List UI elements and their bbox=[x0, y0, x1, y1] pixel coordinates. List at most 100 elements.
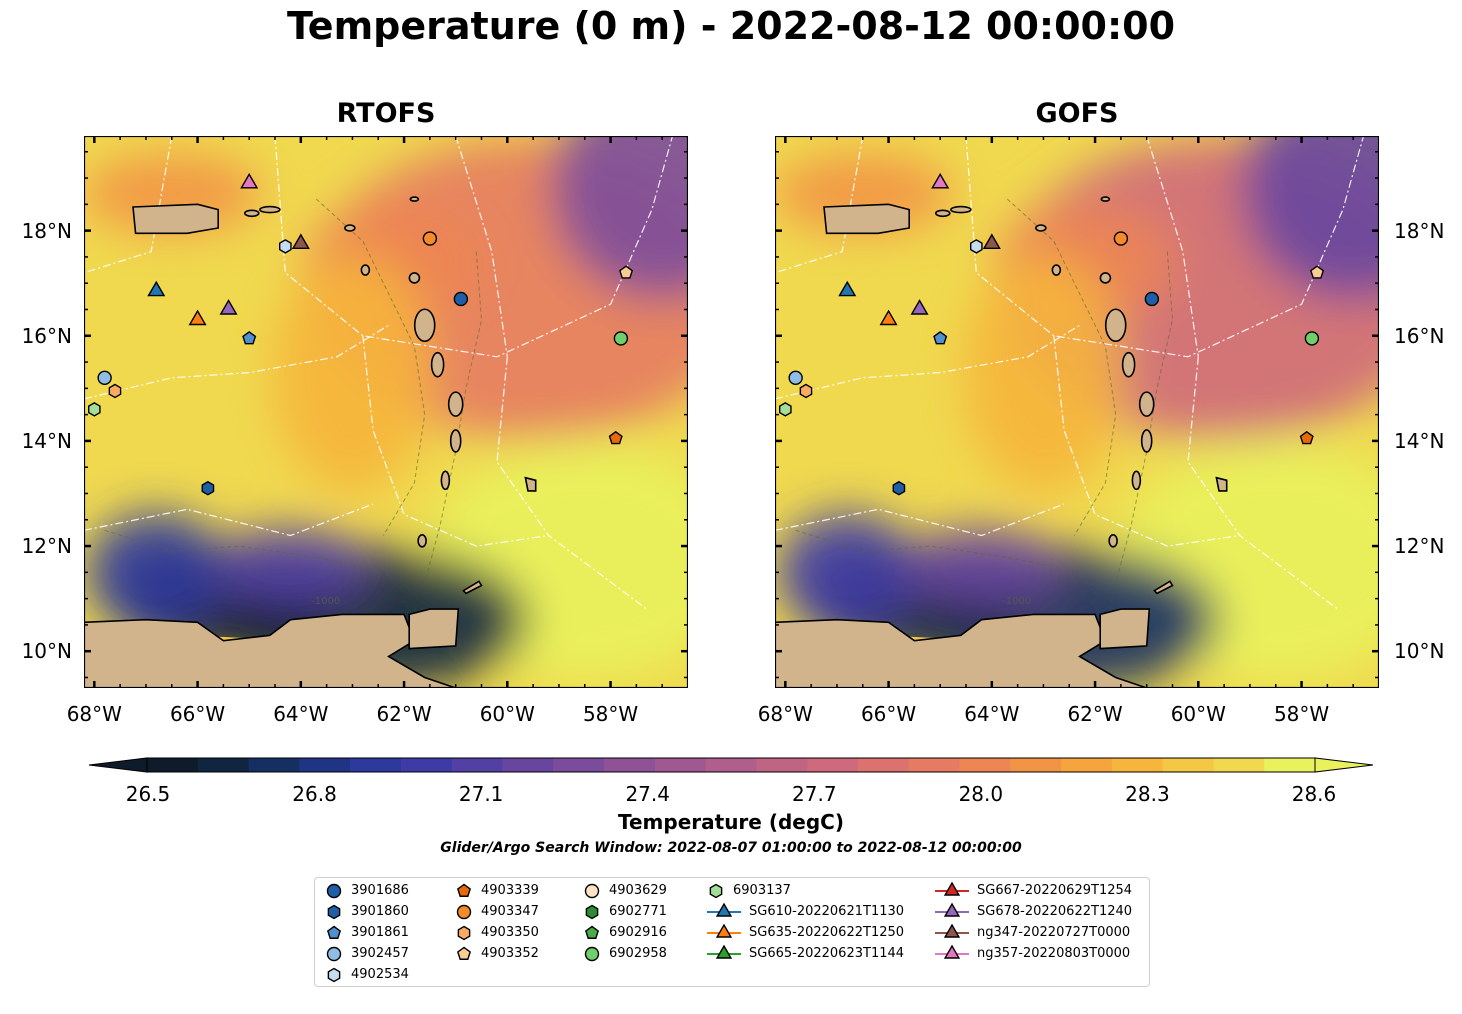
chart-title: Temperature (0 m) - 2022-08-12 00:00:00 bbox=[286, 4, 1176, 48]
colorbar bbox=[88, 757, 1374, 773]
colorbar-segment bbox=[197, 758, 250, 772]
legend-item: 4903347 bbox=[455, 901, 539, 921]
legend-item: 3902457 bbox=[325, 943, 409, 963]
x-tick-label: 66°W bbox=[860, 702, 917, 726]
y-tick-label-left: 16°N bbox=[21, 323, 72, 348]
legend-item: 6902958 bbox=[583, 943, 667, 963]
legend-label: SG678-20220622T1240 bbox=[977, 903, 1133, 919]
legend-label: 4903629 bbox=[609, 882, 667, 898]
legend-item: 4903352 bbox=[455, 943, 539, 963]
legend-label: SG635-20220622T1250 bbox=[749, 924, 905, 940]
legend-label: 3902457 bbox=[351, 945, 409, 961]
legend-item: 3901861 bbox=[325, 922, 409, 942]
legend-item: 4903629 bbox=[583, 880, 667, 900]
marker-3901860 bbox=[892, 480, 906, 496]
panel-title-gofs: GOFS bbox=[1035, 98, 1119, 129]
legend-item: 3901686 bbox=[325, 880, 409, 900]
marker-SG635-20220622T1250 bbox=[879, 309, 898, 326]
legend-label: 6902771 bbox=[609, 903, 667, 919]
colorbar-segment bbox=[1061, 758, 1113, 772]
marker-3901686 bbox=[453, 291, 469, 307]
marker-SG610-20220621T1130 bbox=[838, 280, 857, 297]
marker-3902457 bbox=[788, 370, 803, 386]
y-tick-label-right: 14°N bbox=[1394, 428, 1445, 453]
x-tick-label: 68°W bbox=[757, 702, 813, 726]
colorbar-segment bbox=[299, 758, 351, 772]
legend-marker-triangle bbox=[715, 944, 733, 959]
marker-4903347 bbox=[422, 231, 438, 246]
colorbar-segment bbox=[857, 758, 910, 772]
legend-label: ng347-20220727T0000 bbox=[977, 924, 1131, 940]
colorbar-segment bbox=[147, 758, 199, 772]
colorbar-tick-label: 27.1 bbox=[458, 782, 504, 806]
colorbar-extend-min bbox=[88, 757, 148, 773]
y-tick-label-left: 18°N bbox=[21, 218, 72, 243]
legend-marker-circle bbox=[584, 883, 600, 899]
colorbar-label: Temperature (degC) bbox=[618, 810, 844, 834]
legend-marker-pentagon bbox=[326, 925, 342, 939]
marker-3901861 bbox=[933, 331, 948, 345]
legend-label: 3901860 bbox=[351, 903, 409, 919]
contour-label: -1000 bbox=[311, 596, 340, 607]
legend-item: 4903350 bbox=[455, 922, 539, 942]
marker-6902958 bbox=[613, 331, 629, 346]
colorbar-segment bbox=[959, 758, 1011, 772]
colorbar-segment bbox=[451, 758, 503, 772]
x-tick-label: 62°W bbox=[1067, 702, 1123, 726]
marker-SG610-20220621T1130 bbox=[147, 280, 166, 297]
legend-marker-circle bbox=[326, 883, 342, 899]
contour-label: -1000 bbox=[1002, 596, 1031, 607]
marker-4903347 bbox=[1113, 231, 1129, 246]
marker-4903352 bbox=[619, 265, 634, 279]
land bbox=[775, 196, 1228, 688]
x-tick-label: 62°W bbox=[376, 702, 432, 726]
marker-6903137 bbox=[778, 402, 792, 417]
colorbar-segment bbox=[400, 758, 453, 772]
colorbar-tick-label: 26.5 bbox=[125, 782, 171, 806]
legend-marker-triangle bbox=[715, 923, 733, 938]
legend-item: 6902916 bbox=[583, 922, 667, 942]
map-panel-rtofs: -1000 bbox=[84, 136, 688, 688]
marker-ng357-20220803T0000 bbox=[931, 172, 950, 189]
marker-4902534 bbox=[969, 239, 983, 254]
colorbar-segment bbox=[654, 758, 707, 772]
marker-6903137 bbox=[87, 402, 101, 417]
x-tick-label: 64°W bbox=[273, 702, 329, 726]
x-tick-label: 64°W bbox=[964, 702, 1020, 726]
x-tick-label: 60°W bbox=[479, 702, 535, 726]
legend-marker-pentagon bbox=[456, 883, 472, 897]
y-tick-label-left: 10°N bbox=[21, 639, 72, 664]
marker-3901860 bbox=[201, 480, 215, 496]
x-tick-label: 68°W bbox=[66, 702, 122, 726]
colorbar-segment bbox=[908, 758, 961, 772]
temperature-field: -1000 bbox=[84, 136, 688, 688]
colorbar-segment bbox=[553, 758, 605, 772]
legend-marker-hexagon bbox=[327, 904, 341, 920]
map-panel-gofs: -1000 bbox=[775, 136, 1379, 688]
legend-item: SG667-20220629T1254 bbox=[935, 880, 1132, 900]
colorbar-tick-label: 28.0 bbox=[958, 782, 1004, 806]
legend-marker-triangle bbox=[715, 902, 733, 917]
legend-item: SG610-20220621T1130 bbox=[707, 901, 904, 921]
legend-marker-triangle bbox=[943, 902, 961, 917]
legend-item: 3901860 bbox=[325, 901, 409, 921]
colorbar-segment bbox=[756, 758, 808, 772]
legend-label: SG665-20220623T1144 bbox=[749, 945, 905, 961]
marker-ng357-20220803T0000 bbox=[240, 172, 259, 189]
marker-4903350 bbox=[799, 383, 813, 399]
temperature-field: -1000 bbox=[775, 136, 1379, 688]
legend-marker-hexagon bbox=[327, 967, 341, 983]
colorbar-segment bbox=[1162, 758, 1214, 772]
legend-label: 6902916 bbox=[609, 924, 667, 940]
colorbar-tick-label: 28.3 bbox=[1125, 782, 1170, 806]
legend-marker-hexagon bbox=[457, 925, 471, 941]
marker-ng347-20220727T0000 bbox=[291, 233, 310, 249]
marker-4903350 bbox=[108, 383, 122, 399]
marker-6902958 bbox=[1304, 331, 1320, 346]
legend-marker-triangle bbox=[943, 923, 961, 938]
legend-marker-circle bbox=[326, 946, 342, 962]
marker-4903339 bbox=[1299, 430, 1314, 445]
colorbar-tick-label: 27.4 bbox=[625, 782, 670, 806]
legend-marker-triangle bbox=[943, 881, 961, 896]
y-tick-label-right: 18°N bbox=[1394, 218, 1445, 243]
